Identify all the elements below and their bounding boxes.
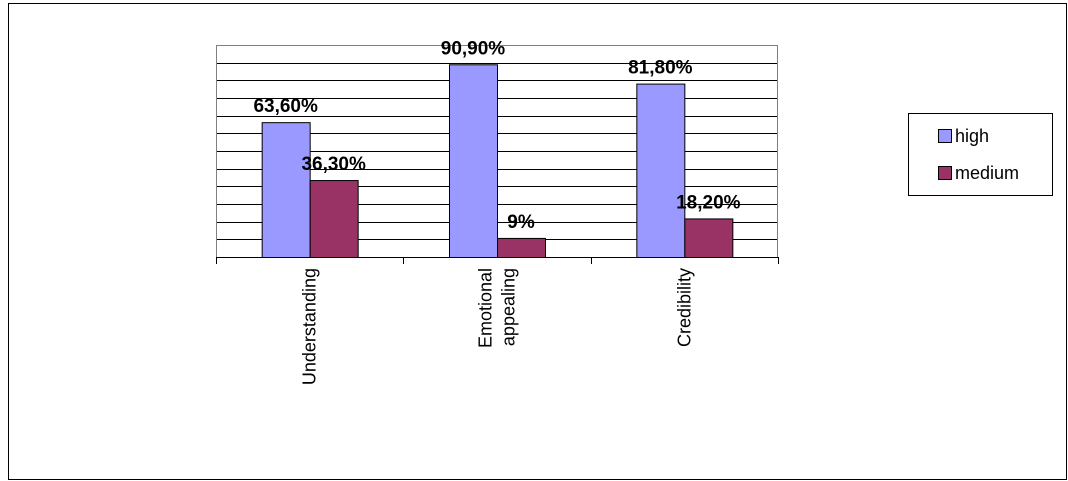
- x-tick-label: Emotional: [476, 268, 496, 348]
- data-label-medium: 36,30%: [301, 154, 366, 175]
- legend-label-medium: medium: [955, 163, 1019, 183]
- data-label-high: 81,80%: [628, 58, 693, 79]
- data-label-high: 90,90%: [441, 38, 506, 59]
- data-label-high: 63,60%: [253, 96, 318, 117]
- bar-high: [636, 83, 686, 258]
- plot-area: 63,60% 90,90% 81,80% 36,30% 9% 18,20% Understa…: [216, 38, 779, 385]
- bar-medium: [684, 218, 734, 258]
- data-label-medium: 9%: [507, 212, 535, 233]
- bar-medium: [309, 180, 359, 259]
- legend-swatch-high: [938, 129, 952, 143]
- x-tick-label: appealing: [499, 268, 519, 346]
- bar-medium: [497, 237, 546, 258]
- x-tick-label: Credibility: [674, 268, 694, 347]
- legend-label-high: high: [955, 126, 989, 146]
- data-label-medium: 18,20%: [676, 192, 741, 213]
- legend-border: [908, 113, 1053, 196]
- x-tick-label: Understanding: [300, 268, 320, 385]
- bar-high: [449, 64, 498, 258]
- bar-high: [261, 122, 311, 258]
- legend: high medium: [908, 113, 1053, 196]
- legend-swatch-medium: [938, 166, 952, 180]
